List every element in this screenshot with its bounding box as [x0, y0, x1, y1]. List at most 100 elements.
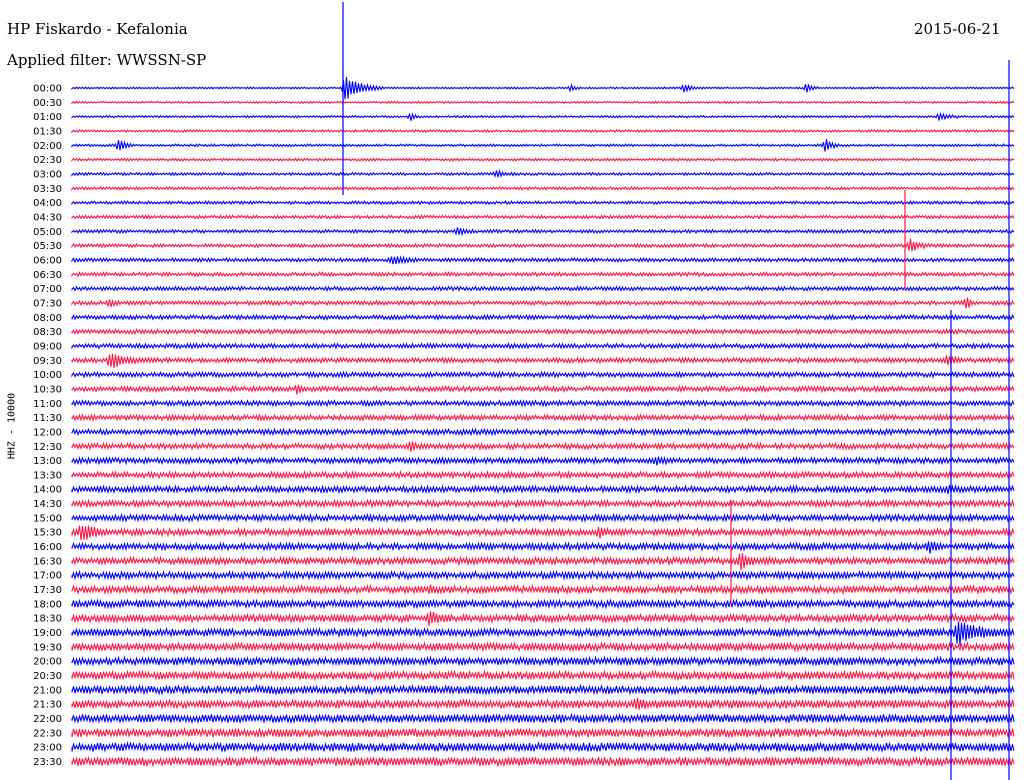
trace-line: [71, 271, 1015, 278]
row-time-label: 09:00: [33, 341, 62, 352]
trace-line: [71, 541, 1015, 554]
row-time-label: 19:00: [33, 628, 62, 639]
trace-line: [71, 621, 1015, 646]
row-time-label: 11:00: [33, 399, 62, 410]
row-time-label: 15:00: [33, 513, 62, 524]
row-time-label: 15:30: [33, 528, 62, 539]
row-time-label: 00:30: [33, 98, 62, 109]
row-time-label: 22:30: [33, 728, 62, 739]
trace-line: [71, 755, 1015, 768]
row-time-label: 16:30: [33, 556, 62, 567]
trace-line: [71, 512, 1015, 524]
trace-line: [71, 469, 1015, 480]
trace-line: [71, 441, 1015, 452]
row-time-label: 08:30: [33, 327, 62, 338]
trace-line: [71, 399, 1015, 408]
trace-line: [71, 640, 1015, 653]
row-time-label: 23:00: [33, 743, 62, 754]
row-time-label: 09:30: [33, 356, 62, 367]
row-time-label: 03:00: [33, 169, 62, 180]
trace-line: [71, 655, 1015, 668]
row-time-label: 22:00: [33, 714, 62, 725]
trace-line: [71, 227, 1015, 237]
row-time-label: 01:30: [33, 126, 62, 137]
row-time-label: 20:30: [33, 671, 62, 682]
row-time-label: 07:30: [33, 298, 62, 309]
trace-line: [71, 697, 1015, 711]
trace-line: [71, 76, 1015, 100]
row-time-label: 16:00: [33, 542, 62, 553]
row-time-label: 10:30: [33, 384, 62, 395]
trace-line: [71, 342, 1015, 350]
trace-line: [71, 455, 1015, 466]
row-time-label: 01:00: [33, 112, 62, 123]
trace-line: [71, 427, 1015, 437]
row-time-label: 00:00: [33, 84, 62, 95]
row-time-label: 04:00: [33, 198, 62, 209]
row-time-label: 08:00: [33, 313, 62, 324]
trace-line: [71, 168, 1015, 178]
trace-line: [71, 128, 1015, 134]
row-time-label: 05:30: [33, 241, 62, 252]
row-time-label: 21:30: [33, 700, 62, 711]
row-time-label: 05:00: [33, 227, 62, 238]
trace-line: [71, 111, 1015, 122]
row-time-label: 23:30: [33, 757, 62, 768]
row-time-label: 13:30: [33, 470, 62, 481]
trace-line: [71, 669, 1015, 682]
row-time-label: 13:00: [33, 456, 62, 467]
trace-line: [71, 525, 1015, 541]
trace-line: [71, 583, 1015, 596]
row-time-label: 17:00: [33, 571, 62, 582]
row-time-label: 19:30: [33, 642, 62, 653]
trace-line: [71, 353, 1015, 369]
trace-line: [71, 683, 1015, 696]
row-time-label: 04:30: [33, 212, 62, 223]
trace-line: [71, 712, 1015, 725]
plot-date: 2015-06-21: [914, 20, 1001, 38]
trace-line: [71, 214, 1015, 220]
row-time-label: 02:30: [33, 155, 62, 166]
trace-line: [71, 139, 1015, 152]
trace-line: [71, 185, 1015, 192]
trace-line: [71, 157, 1015, 162]
row-time-label: 07:00: [33, 284, 62, 295]
trace-line: [71, 611, 1015, 626]
row-time-label: 17:30: [33, 585, 62, 596]
trace-line: [71, 413, 1015, 423]
row-time-label: 18:30: [33, 614, 62, 625]
trace-line: [71, 569, 1015, 581]
row-time-label: 11:30: [33, 413, 62, 424]
row-time-label: 02:00: [33, 141, 62, 152]
trace-line: [71, 483, 1015, 495]
row-time-label: 03:30: [33, 184, 62, 195]
row-time-label: 14:30: [33, 499, 62, 510]
trace-line: [71, 370, 1015, 379]
trace-line: [71, 598, 1015, 610]
row-time-label: 06:00: [33, 255, 62, 266]
trace-line: [71, 552, 1015, 570]
trace-line: [71, 384, 1015, 395]
row-time-label: 20:00: [33, 657, 62, 668]
filter-label: Applied filter: WWSSN-SP: [7, 51, 207, 69]
row-time-label: 06:30: [33, 270, 62, 281]
trace-line: [71, 498, 1015, 509]
trace-line: [71, 100, 1015, 105]
row-time-label: 12:30: [33, 442, 62, 453]
trace-line: [71, 726, 1015, 739]
trace-line: [71, 297, 1015, 309]
trace-line: [71, 255, 1015, 265]
row-time-label: 21:00: [33, 685, 62, 696]
trace-line: [71, 285, 1015, 293]
trace-line: [71, 200, 1015, 206]
row-time-label: 10:00: [33, 370, 62, 381]
trace-line: [71, 740, 1015, 754]
trace-line: [71, 238, 1015, 252]
row-time-label: 12:00: [33, 427, 62, 438]
row-time-label: 14:00: [33, 485, 62, 496]
trace-line: [71, 313, 1015, 321]
trace-line: [71, 327, 1015, 336]
plot-title: HP Fiskardo - Kefalonia: [7, 20, 188, 38]
row-time-label: 18:00: [33, 599, 62, 610]
